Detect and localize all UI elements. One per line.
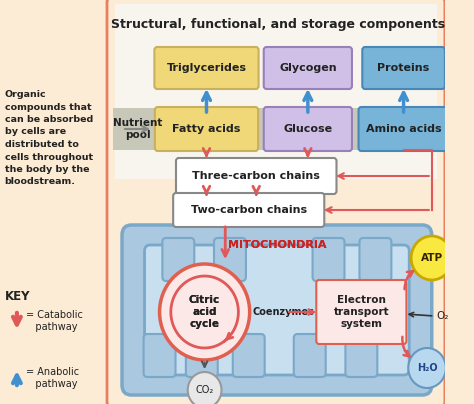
Text: Coenzymes: Coenzymes bbox=[253, 307, 314, 317]
Text: H₂O: H₂O bbox=[417, 363, 438, 373]
FancyBboxPatch shape bbox=[173, 193, 324, 227]
Text: Citric
acid
cycle: Citric acid cycle bbox=[189, 295, 220, 328]
FancyBboxPatch shape bbox=[233, 334, 264, 377]
FancyBboxPatch shape bbox=[294, 334, 326, 377]
Circle shape bbox=[411, 236, 452, 280]
Text: Proteins: Proteins bbox=[377, 63, 430, 73]
Text: MITOCHONDRIA: MITOCHONDRIA bbox=[228, 240, 326, 250]
FancyBboxPatch shape bbox=[113, 108, 439, 150]
Text: Electron
transport
system: Electron transport system bbox=[334, 295, 389, 328]
Text: KEY: KEY bbox=[5, 290, 30, 303]
FancyBboxPatch shape bbox=[155, 47, 259, 89]
Text: = Catabolic
   pathway: = Catabolic pathway bbox=[26, 310, 83, 332]
Text: O₂: O₂ bbox=[437, 311, 449, 321]
FancyBboxPatch shape bbox=[358, 107, 449, 151]
FancyBboxPatch shape bbox=[107, 0, 445, 404]
FancyBboxPatch shape bbox=[264, 47, 352, 89]
Text: Three-carbon chains: Three-carbon chains bbox=[192, 171, 320, 181]
FancyBboxPatch shape bbox=[346, 334, 377, 377]
FancyBboxPatch shape bbox=[264, 107, 352, 151]
FancyBboxPatch shape bbox=[115, 4, 438, 179]
FancyBboxPatch shape bbox=[122, 225, 432, 395]
FancyBboxPatch shape bbox=[214, 238, 246, 281]
Text: Structural, functional, and storage components: Structural, functional, and storage comp… bbox=[111, 18, 445, 31]
Text: MITOCHONDRIA: MITOCHONDRIA bbox=[228, 240, 326, 250]
FancyBboxPatch shape bbox=[359, 238, 392, 281]
Circle shape bbox=[188, 372, 221, 404]
Text: Two-carbon chains: Two-carbon chains bbox=[191, 205, 307, 215]
FancyBboxPatch shape bbox=[155, 107, 258, 151]
Text: CO₂: CO₂ bbox=[195, 385, 214, 395]
Text: Fatty acids: Fatty acids bbox=[173, 124, 241, 134]
FancyBboxPatch shape bbox=[312, 238, 345, 281]
FancyBboxPatch shape bbox=[145, 245, 409, 375]
FancyBboxPatch shape bbox=[316, 280, 406, 344]
Text: Amino acids: Amino acids bbox=[366, 124, 441, 134]
Circle shape bbox=[408, 348, 446, 388]
Text: ATP: ATP bbox=[421, 253, 443, 263]
Text: Glucose: Glucose bbox=[283, 124, 332, 134]
FancyBboxPatch shape bbox=[186, 334, 218, 377]
Text: = Anabolic
   pathway: = Anabolic pathway bbox=[26, 367, 80, 389]
Text: Citric
acid
cycle: Citric acid cycle bbox=[189, 295, 220, 328]
FancyBboxPatch shape bbox=[176, 158, 337, 194]
FancyBboxPatch shape bbox=[362, 47, 445, 89]
FancyBboxPatch shape bbox=[144, 334, 175, 377]
Text: Triglycerides: Triglycerides bbox=[166, 63, 246, 73]
Text: Organic
compounds that
can be absorbed
by cells are
distributed to
cells through: Organic compounds that can be absorbed b… bbox=[5, 90, 93, 187]
Text: Glycogen: Glycogen bbox=[279, 63, 337, 73]
Circle shape bbox=[160, 264, 250, 360]
Text: Nutrient
pool: Nutrient pool bbox=[113, 118, 163, 140]
FancyBboxPatch shape bbox=[163, 238, 194, 281]
